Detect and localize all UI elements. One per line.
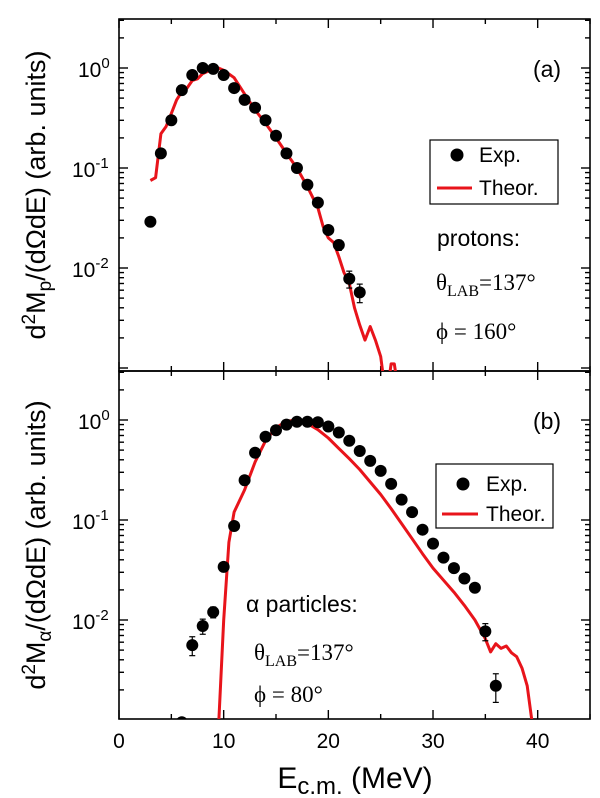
ytick-b-2: 10-2 <box>72 607 109 634</box>
exp-point-a <box>301 178 314 191</box>
legend-b-exp-label: Exp. <box>486 473 528 496</box>
exp-point-a <box>207 62 220 75</box>
exp-point-b <box>311 416 324 429</box>
exp-point-b <box>427 537 440 550</box>
exp-point-b <box>196 620 209 633</box>
annotation-theta-b: θLAB=137° <box>254 640 354 670</box>
exp-point-b <box>437 551 450 564</box>
exp-point-b <box>322 420 335 433</box>
exp-point-b <box>207 606 220 619</box>
exp-point-b <box>280 418 293 431</box>
exp-point-a <box>259 114 272 127</box>
legend-a-theor-label: Theor. <box>479 177 539 200</box>
ytick-a-0: 100 <box>78 55 110 82</box>
exp-point-b <box>259 430 272 443</box>
exp-point-b <box>395 493 408 506</box>
exp-point-b <box>343 434 356 447</box>
exp-point-b <box>186 639 199 652</box>
exp-point-a <box>322 223 335 236</box>
exp-point-b <box>447 562 460 575</box>
exp-point-a <box>154 147 167 160</box>
x-tick-labels: 0 10 20 30 40 <box>113 730 549 753</box>
exp-point-a <box>175 84 188 97</box>
panel-b-y-tick-labels: 100 10-1 10-2 <box>72 407 110 634</box>
panel-b-label: (b) <box>533 408 561 434</box>
exp-point-a <box>186 69 199 82</box>
exp-point-a <box>270 129 283 142</box>
x-axis-title: Ec.m. (MeV) <box>277 762 432 798</box>
exp-point-b <box>290 415 303 428</box>
exp-point-a <box>217 69 230 82</box>
xtick-0: 0 <box>113 730 125 753</box>
exp-point-b <box>228 520 241 533</box>
exp-point-a <box>290 162 303 174</box>
legend-a: Exp. Theor. <box>429 139 559 205</box>
ytick-b-0: 100 <box>78 407 110 434</box>
theory-curve-a <box>149 66 397 371</box>
annotation-theta-a: θLAB=137° <box>436 270 536 300</box>
exp-point-a <box>228 82 241 95</box>
exp-point-b <box>416 523 429 536</box>
exp-point-a <box>144 215 157 228</box>
exp-point-a <box>196 62 209 74</box>
legend-b-box <box>435 463 554 529</box>
exp-point-a <box>165 114 178 127</box>
exp-point-b <box>468 581 481 594</box>
exp-point-b <box>249 446 262 459</box>
legend-a-exp-marker <box>450 148 464 162</box>
exp-point-b <box>238 474 251 487</box>
ytick-a-1: 10-1 <box>72 155 109 182</box>
exp-point-b <box>374 464 387 477</box>
y-axis-title-a: d2Mp/(dΩdE) (arb. units) <box>19 51 56 340</box>
panel-b-plot-area <box>176 415 534 719</box>
annotation-phi-b: ϕ = 80° <box>254 682 323 707</box>
exp-point-a <box>353 286 366 299</box>
exp-point-b <box>270 424 283 437</box>
panel-a-y-tick-labels: 100 10-1 10-2 <box>72 55 110 282</box>
ytick-b-1: 10-1 <box>72 507 109 534</box>
panel-a-plot-area <box>144 62 397 371</box>
exp-point-b <box>176 716 187 719</box>
exp-point-b <box>364 454 377 467</box>
exp-point-b <box>406 506 419 519</box>
exp-point-b <box>353 444 366 457</box>
exp-point-b <box>479 625 492 638</box>
xtick-30: 30 <box>421 730 444 753</box>
xtick-40: 40 <box>526 730 549 753</box>
exp-point-b <box>332 426 345 439</box>
panel-b-frame <box>118 370 591 720</box>
exp-point-b <box>217 560 230 573</box>
exp-point-b <box>385 477 398 490</box>
legend-b: Exp. Theor. <box>435 463 554 529</box>
legend-b-theor-label: Theor. <box>486 503 546 526</box>
legend-a-box <box>429 139 559 205</box>
ytick-a-2: 10-2 <box>72 255 109 282</box>
annotation-protons: protons: <box>437 225 520 251</box>
exp-point-a <box>311 196 324 209</box>
exp-point-a <box>332 238 345 251</box>
exp-point-a <box>249 101 262 114</box>
legend-b-exp-marker <box>456 477 470 491</box>
annotation-phi-a: ϕ = 160° <box>436 319 516 344</box>
xtick-20: 20 <box>317 730 340 753</box>
exp-point-a <box>343 272 356 285</box>
legend-a-exp-label: Exp. <box>479 144 521 167</box>
exp-point-a <box>238 93 251 106</box>
annotation-alpha: α particles: <box>246 591 358 617</box>
exp-point-b <box>489 679 502 692</box>
panel-a-label: (a) <box>533 56 561 82</box>
exp-point-a <box>280 147 293 160</box>
panel-b-ticks <box>118 371 591 719</box>
y-axis-title-b: d2Mα/(dΩdE) (arb. units) <box>19 400 56 689</box>
panel-a-ticks <box>118 19 591 371</box>
xtick-10: 10 <box>212 730 235 753</box>
exp-point-b <box>458 572 471 585</box>
exp-point-b <box>301 415 314 428</box>
